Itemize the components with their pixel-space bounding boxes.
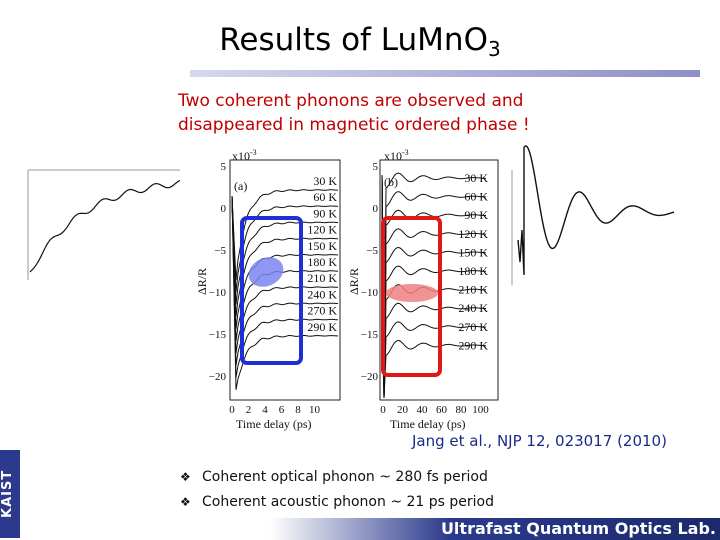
right-inset-curve [517, 145, 675, 276]
x-tick-label: 4 [262, 404, 268, 416]
temperature-label: 290 K [458, 338, 488, 352]
y-tick-label: −15 [361, 329, 379, 341]
x-tick-label: 80 [456, 404, 468, 416]
trace-curve [381, 174, 486, 399]
x-tick-label: 20 [397, 404, 409, 416]
panel-b: x10-3 (b) ΔR/R Time delay (ps) 50−5−10−1… [347, 148, 499, 431]
diamond-bullet-icon: ❖ [180, 494, 191, 509]
temperature-label: 60 K [464, 190, 488, 204]
temperature-label: 290 K [307, 320, 337, 334]
temperature-label: 60 K [313, 190, 337, 204]
temperature-label: 150 K [307, 239, 337, 253]
x-tick-label: 0 [380, 404, 386, 416]
x-tick-label: 0 [229, 404, 235, 416]
trace-curve [231, 195, 339, 354]
x-tick-label: 100 [472, 404, 489, 416]
temperature-label: 90 K [464, 208, 488, 222]
temperature-label: 150 K [458, 245, 488, 259]
y-tick-label: 5 [373, 161, 379, 173]
trace-curve [231, 195, 339, 378]
trace-curve [381, 174, 486, 399]
red-highlight-box [381, 216, 442, 377]
y-tick-label: 0 [373, 203, 379, 215]
temperature-label: 180 K [307, 255, 337, 269]
temperature-label: 30 K [313, 174, 337, 188]
intro-line-1: Two coherent phonons are observed and [178, 91, 524, 111]
y-tick-label: 0 [221, 203, 227, 215]
optical-phonon-highlight [248, 257, 284, 287]
citation: Jang et al., NJP 12, 023017 (2010) [412, 432, 667, 450]
temperature-label: 180 K [458, 264, 488, 278]
x-tick-label: 2 [246, 404, 252, 416]
temperature-label: 90 K [313, 206, 337, 220]
panel-b-scale: x10-3 [384, 148, 409, 163]
y-tick-label: −10 [209, 287, 227, 299]
trace-curve [231, 195, 339, 293]
y-tick-label: 5 [221, 161, 227, 173]
x-tick-label: 10 [309, 404, 321, 416]
temperature-label: 240 K [307, 287, 337, 301]
bullet-item: ❖ Coherent optical phonon ~ 280 fs period [180, 468, 488, 485]
panel-b-xlabel: Time delay (ps) [390, 417, 466, 431]
trace-curve [381, 174, 486, 399]
panel-a: x10-3 (a) ΔR/R Time delay (ps) 5 0 −5 −10 −1… [195, 148, 341, 431]
temperature-label: 270 K [307, 304, 337, 318]
y-tick-label: −20 [209, 371, 227, 383]
bullet-list: ❖ Coherent optical phonon ~ 280 fs period… [180, 464, 494, 514]
right-inset-plot [511, 145, 675, 285]
trace-curve [231, 195, 339, 390]
panel-a-xlabel: Time delay (ps) [236, 417, 312, 431]
x-tick-label: 60 [436, 404, 448, 416]
title-underline [190, 70, 700, 77]
trace-curve [231, 195, 339, 366]
trace-curve [231, 189, 339, 281]
bullet-item: ❖ Coherent acoustic phonon ~ 21 ps period [180, 493, 494, 510]
x-tick-label: 8 [295, 404, 301, 416]
y-tick-label: −10 [361, 287, 379, 299]
temperature-label: 120 K [458, 227, 488, 241]
x-tick-label: 6 [279, 404, 285, 416]
panel-a-scale: x10-3 [232, 148, 257, 163]
slide-title: Results of LuMnO3 [219, 22, 501, 61]
left-inset-curve [29, 179, 181, 273]
trace-curve [381, 172, 486, 399]
trace-curve [231, 195, 339, 317]
footer-bar: Ultrafast Quantum Optics Lab. [270, 518, 720, 540]
diamond-bullet-icon: ❖ [180, 469, 191, 484]
temperature-label: 210 K [458, 283, 488, 297]
footer-lab-name: Ultrafast Quantum Optics Lab. [440, 519, 716, 538]
y-tick-label: −5 [214, 245, 226, 257]
left-inset-plot [27, 169, 181, 280]
y-tick-label: −5 [366, 245, 378, 257]
temperature-label: 30 K [464, 171, 488, 185]
intro-text: Two coherent phonons are observed and di… [178, 89, 598, 137]
side-brand: KAIST [0, 450, 20, 538]
trace-curve [381, 174, 486, 399]
panel-a-label: (a) [234, 179, 247, 193]
temperature-label: 270 K [458, 320, 488, 334]
trace-curve [231, 195, 339, 305]
y-tick-label: −15 [209, 329, 227, 341]
x-tick-label: 40 [417, 404, 429, 416]
blue-highlight-box [240, 216, 303, 365]
temperature-label: 210 K [307, 271, 337, 285]
y-tick-label: −20 [361, 371, 379, 383]
trace-curve [381, 174, 486, 399]
panel-b-ylabel: ΔR/R [347, 268, 361, 295]
acoustic-phonon-highlight [386, 284, 438, 302]
trace-curve [381, 174, 486, 399]
trace-curve [381, 174, 486, 399]
intro-line-2: disappeared in magnetic ordered phase ! [178, 115, 530, 135]
temperature-label: 120 K [307, 223, 337, 237]
temperature-label: 240 K [458, 301, 488, 315]
trace-curve [231, 195, 339, 342]
panel-a-ylabel: ΔR/R [195, 268, 209, 295]
